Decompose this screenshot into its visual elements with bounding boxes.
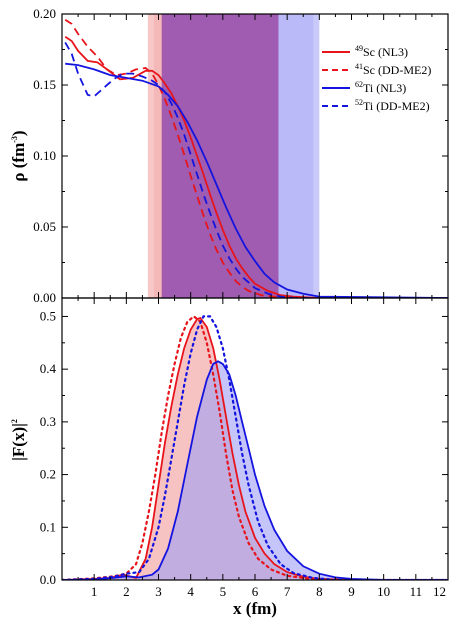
form-factor-axes: 1 2 3 4 5 6 7 8 9 10 11 120.00.10.20.30.40.5 xyxy=(40,298,448,599)
y-tick-label: 0.20 xyxy=(33,6,56,21)
y-tick-label: 0.1 xyxy=(40,519,56,534)
x-tick-label: 8 xyxy=(316,584,323,599)
x-tick-label: 10 xyxy=(377,584,390,599)
x-tick-label: 7 xyxy=(284,584,291,599)
y-tick-label: 0.00 xyxy=(33,290,56,305)
form-factor-line-sc_solid xyxy=(62,316,448,580)
legend-label-ti-nl3: 62Ti (NL3) xyxy=(355,80,406,95)
x-tick-label: 9 xyxy=(348,584,355,599)
form-factor-lines xyxy=(62,314,448,580)
x-tick-label: 1 xyxy=(91,584,98,599)
form-factor-frame xyxy=(61,297,449,581)
form-factor-fill-ti_solid xyxy=(62,361,448,580)
y-tick-label: 0.10 xyxy=(33,148,56,163)
form-factor-line-sc_dotted xyxy=(62,314,448,580)
x-tick-label: 4 xyxy=(187,584,194,599)
legend: 49Sc (NL3) 41Sc (DD-ME2) 62Ti (NL3) 52Ti… xyxy=(322,44,431,113)
x-axis-label: x (fm) xyxy=(233,599,277,618)
legend-label-sc-nl3: 49Sc (NL3) xyxy=(355,44,408,59)
legend-label-sc-ddme2: 41Sc (DD-ME2) xyxy=(355,62,431,77)
y-tick-label: 0.05 xyxy=(33,219,56,234)
form-factor-fills xyxy=(62,318,448,580)
x-tick-label: 5 xyxy=(220,584,227,599)
y-tick-label: 0.5 xyxy=(40,308,56,323)
density-line-ti_nl3 xyxy=(65,62,448,298)
x-tick-label: 6 xyxy=(252,584,259,599)
x-tick-label: 12 xyxy=(433,584,446,599)
y-tick-label: 0.0 xyxy=(40,572,56,587)
x-tick-label: 11 xyxy=(410,584,423,599)
x-tick-label: 2 xyxy=(123,584,130,599)
form-factor-ylabel: |F(x)|2 xyxy=(9,419,28,461)
density-bands xyxy=(147,14,320,298)
band-overlap xyxy=(161,14,279,298)
form-factor-line-ti_solid xyxy=(62,360,448,580)
x-tick-label: 3 xyxy=(155,584,162,599)
form-factor-fill-sc_solid xyxy=(62,318,448,580)
y-tick-label: 0.3 xyxy=(40,414,56,429)
y-tick-label: 0.15 xyxy=(33,77,56,92)
form-factor-line-ti_dotted xyxy=(62,315,448,580)
density-lines xyxy=(64,18,448,298)
y-tick-label: 0.2 xyxy=(40,467,56,482)
y-tick-label: 0.4 xyxy=(40,361,57,376)
density-line-ti_ddme2 xyxy=(64,41,448,298)
density-ylabel: ρ (fm-3) xyxy=(9,130,28,181)
legend-label-ti-ddme2: 52Ti (DD-ME2) xyxy=(355,98,430,113)
